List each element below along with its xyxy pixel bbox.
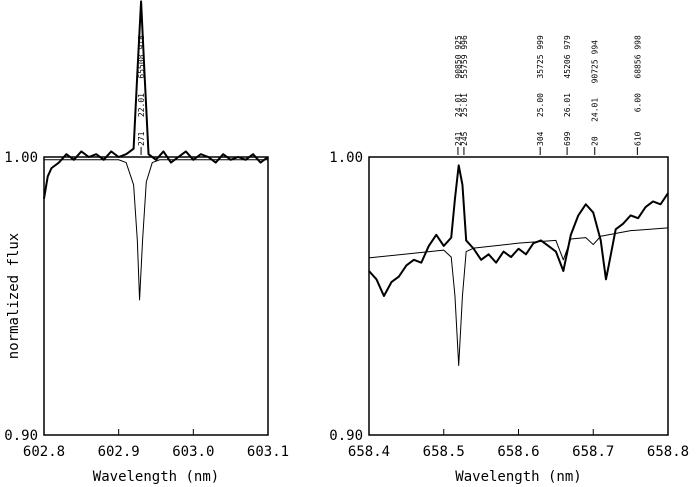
x-axis-label: Wavelength (nm) (455, 469, 581, 485)
plot-frame (43, 156, 269, 436)
x-tick-label: 603.0 (172, 444, 214, 460)
annotation-label: 699 26.01 45206 979 (563, 35, 572, 146)
spectrum-line (368, 227, 669, 366)
spectrum-line (43, 0, 269, 199)
y-tick-label: 0.90 (4, 428, 38, 444)
x-tick-label: 603.1 (247, 444, 289, 460)
y-tick-label: 0.90 (329, 428, 363, 444)
annotation-label: 610 6.00 68856 998 (633, 35, 642, 146)
annotation-label: 271 22.01 65508 918 (137, 35, 146, 146)
spectrum-line (44, 159, 268, 301)
annotation-label: 241 24.01 90850 925 (454, 35, 463, 146)
y-tick-label: 1.00 (329, 150, 363, 166)
x-tick-label: 602.9 (98, 444, 140, 460)
x-axis-label: Wavelength (nm) (93, 469, 219, 485)
x-tick-label: 658.6 (497, 444, 539, 460)
x-tick-label: 658.8 (647, 444, 689, 460)
x-tick-label: 658.4 (348, 444, 390, 460)
x-tick-label: 658.5 (423, 444, 465, 460)
annotation-label: 304 25.00 35725 999 (536, 35, 545, 146)
y-tick-label: 1.00 (4, 150, 38, 166)
spectrum-line (368, 164, 669, 297)
x-tick-label: 602.8 (23, 444, 65, 460)
x-tick-label: 658.7 (572, 444, 614, 460)
y-axis-label: normalized flux (6, 233, 22, 359)
annotation-label: 245 25.01 55759 996 (460, 35, 469, 146)
plot-frame (368, 156, 669, 436)
annotation-label: 20 24.01 90725 994 (591, 40, 600, 146)
